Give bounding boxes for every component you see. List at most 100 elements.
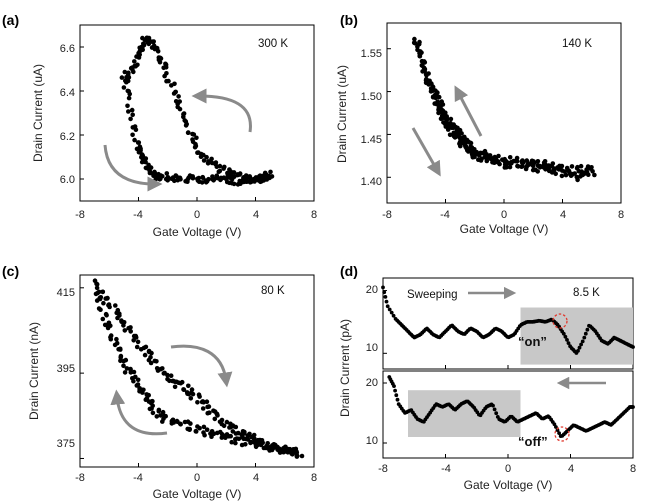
x-tick-label: -4 bbox=[133, 472, 143, 484]
data-point-reverse bbox=[106, 302, 111, 308]
data-point-reverse bbox=[136, 50, 141, 56]
data-point-forward bbox=[156, 408, 162, 414]
data-point-forward bbox=[519, 164, 524, 169]
data-point-forward bbox=[150, 410, 156, 416]
data-point-reverse bbox=[200, 399, 206, 404]
x-tick-label: -8 bbox=[75, 209, 85, 221]
data-point-reverse bbox=[181, 112, 186, 117]
data-point bbox=[585, 327, 590, 332]
data-point bbox=[579, 342, 583, 347]
data-point-reverse bbox=[138, 347, 144, 352]
data-point-reverse bbox=[178, 380, 183, 386]
panel-a: (a) 300 K -8 -4 0 4 8 6.0 6.2 6.4 6.6 Ga… bbox=[2, 12, 317, 239]
data-point-forward bbox=[118, 358, 123, 364]
shaded-region bbox=[408, 390, 521, 437]
data-point-forward bbox=[147, 170, 153, 176]
data-point-reverse bbox=[156, 55, 162, 60]
data-point-forward bbox=[158, 413, 163, 418]
data-point-reverse bbox=[569, 164, 575, 169]
data-point-forward bbox=[223, 176, 229, 182]
data-point-reverse bbox=[164, 78, 169, 84]
data-point bbox=[383, 295, 388, 299]
data-point-reverse bbox=[119, 75, 125, 80]
data-point-reverse bbox=[135, 339, 141, 345]
data-point-reverse bbox=[235, 172, 240, 177]
data-point-forward bbox=[116, 347, 121, 352]
data-point bbox=[494, 411, 499, 416]
data-point-reverse bbox=[584, 169, 590, 175]
data-point-reverse bbox=[201, 152, 206, 158]
data-point-forward bbox=[170, 417, 176, 423]
sweeping-label: Sweeping bbox=[407, 289, 458, 301]
data-point-reverse bbox=[448, 116, 454, 122]
data-point-reverse bbox=[419, 50, 424, 55]
data-point-forward bbox=[130, 112, 135, 118]
data-point-reverse bbox=[564, 165, 570, 171]
data-point-reverse bbox=[126, 70, 131, 76]
data-point-reverse bbox=[194, 135, 199, 141]
y-axis-label-c: Drain Current (nA) bbox=[27, 322, 41, 420]
data-point-reverse bbox=[441, 115, 447, 121]
data-point-forward bbox=[563, 172, 569, 178]
data-point bbox=[583, 331, 588, 336]
data-point-reverse bbox=[423, 77, 429, 83]
data-point-forward bbox=[122, 69, 128, 75]
data-point-reverse bbox=[185, 130, 191, 135]
data-point-reverse bbox=[429, 81, 434, 86]
panel-c: (c) 80 K -8 -4 0 4 8 375 395 415 Gate Vo… bbox=[2, 263, 317, 501]
data-marks-d-top bbox=[381, 285, 635, 355]
data-point bbox=[382, 290, 387, 295]
data-point-forward bbox=[412, 36, 417, 42]
data-point bbox=[631, 405, 635, 409]
data-point-reverse bbox=[182, 118, 187, 123]
data-point-reverse bbox=[124, 75, 129, 80]
data-point-reverse bbox=[152, 358, 158, 364]
data-point-forward bbox=[108, 336, 114, 342]
data-point-forward bbox=[141, 387, 146, 393]
data-point-forward bbox=[126, 109, 131, 114]
y-axis-label-d: Drain Current (pA) bbox=[338, 319, 352, 417]
x-tick-label: 8 bbox=[618, 209, 624, 221]
y-axis-label-b: Drain Current (uA) bbox=[335, 65, 349, 163]
data-point-reverse bbox=[411, 40, 417, 45]
data-point-forward bbox=[178, 177, 183, 182]
data-point bbox=[580, 339, 585, 344]
sweep-arrow-out-c bbox=[110, 389, 168, 436]
data-point-forward bbox=[457, 141, 463, 146]
data-point-forward bbox=[125, 103, 130, 109]
data-point-forward bbox=[114, 336, 119, 342]
data-point-reverse bbox=[541, 160, 547, 165]
data-point-forward bbox=[150, 398, 155, 404]
data-point-reverse bbox=[188, 396, 194, 401]
data-point-forward bbox=[229, 439, 234, 445]
data-point-reverse bbox=[500, 157, 505, 162]
data-point-reverse bbox=[245, 433, 251, 438]
data-point bbox=[492, 407, 497, 412]
data-point bbox=[491, 403, 495, 408]
data-point-reverse bbox=[555, 165, 560, 170]
data-point-forward bbox=[572, 171, 577, 176]
data-point-forward bbox=[127, 91, 132, 97]
data-point-reverse bbox=[240, 429, 246, 434]
axes-frame-a bbox=[79, 24, 315, 202]
data-point-reverse bbox=[257, 177, 262, 183]
data-point-forward bbox=[121, 363, 126, 369]
data-point-forward bbox=[163, 413, 168, 419]
data-point-forward bbox=[130, 132, 135, 138]
temperature-annotation-d: 8.5 K bbox=[573, 287, 600, 299]
data-point-forward bbox=[193, 429, 199, 434]
data-point-reverse bbox=[525, 163, 530, 168]
y-tick-label: 6.2 bbox=[60, 131, 75, 143]
data-point-reverse bbox=[448, 120, 453, 126]
on-state-label: “on” bbox=[518, 334, 547, 349]
data-point-forward bbox=[164, 171, 170, 176]
x-tick-label: 0 bbox=[194, 472, 200, 484]
data-point-reverse bbox=[255, 437, 261, 443]
data-point bbox=[561, 331, 566, 336]
data-point-reverse bbox=[227, 425, 232, 430]
data-point bbox=[582, 335, 587, 340]
data-point-reverse bbox=[507, 155, 513, 160]
x-tick-label: 0 bbox=[505, 463, 511, 475]
data-point-reverse bbox=[158, 366, 163, 372]
data-point-reverse bbox=[169, 83, 174, 88]
